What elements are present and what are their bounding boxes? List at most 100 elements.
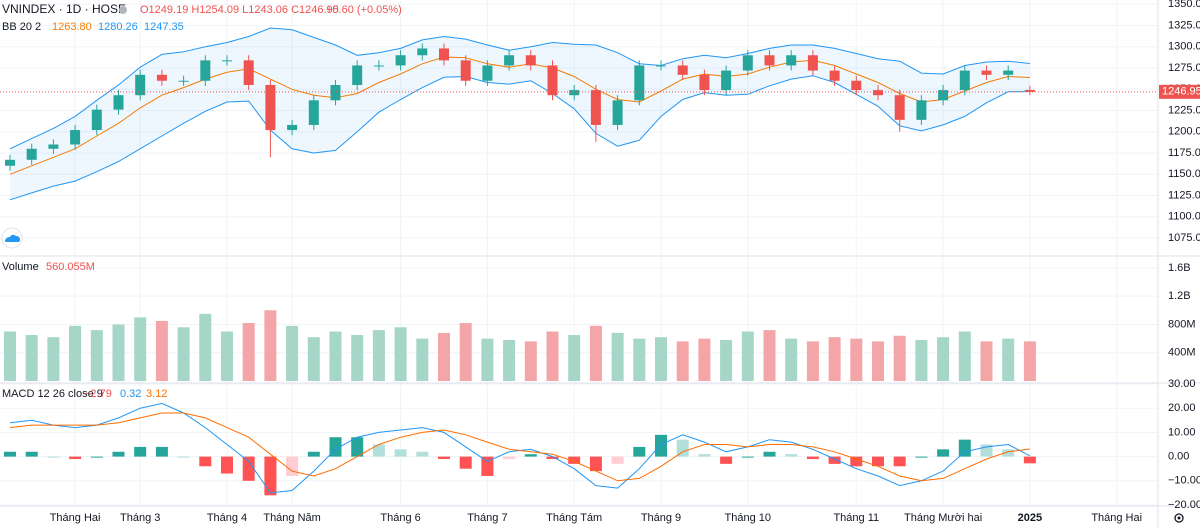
candle-body — [1024, 89, 1035, 92]
macd-hist — [69, 456, 82, 460]
status-dot — [119, 6, 127, 14]
macd-hist — [806, 456, 819, 460]
volume-bar — [69, 325, 82, 381]
candle-body — [243, 60, 254, 85]
candle-body — [265, 85, 276, 131]
volume-bar — [25, 335, 38, 381]
logo[interactable] — [1, 227, 23, 249]
indicator-value: 3.12 — [146, 388, 167, 400]
macd-hist — [4, 451, 16, 457]
candle-body — [807, 55, 818, 71]
x-tick-label: Tháng 10 — [725, 512, 771, 524]
candle-body — [330, 85, 341, 101]
candle-body — [156, 74, 167, 81]
macd-hist — [264, 456, 277, 496]
macd-hist — [351, 437, 364, 457]
y-tick-label: 1350.00 — [1168, 0, 1200, 10]
volume-bar — [741, 331, 754, 381]
macd-hist — [958, 439, 971, 457]
indicator-value: 1263.80 — [52, 21, 92, 33]
macd-hist — [1002, 449, 1015, 457]
indicator-value: 560.055M — [46, 261, 95, 273]
volume-bar — [416, 338, 429, 381]
macd-hist — [676, 439, 689, 457]
volume-bar — [698, 338, 711, 381]
volume-bar — [763, 330, 776, 381]
candle-body — [373, 65, 384, 67]
bb-middle — [9, 56, 1030, 175]
candle-body — [26, 148, 37, 160]
candle-body — [135, 74, 146, 96]
x-tick-label: Tháng 6 — [380, 512, 420, 524]
volume-bar — [90, 330, 103, 381]
candle-body — [829, 70, 840, 81]
macd-hist — [763, 451, 776, 457]
x-tick-label: Tháng 7 — [467, 512, 507, 524]
macd-hist — [47, 456, 60, 458]
candle-body — [547, 65, 558, 96]
volume-bar — [872, 341, 884, 381]
macd-hist — [503, 456, 516, 460]
macd-hist — [872, 456, 884, 467]
volume-bar — [546, 331, 559, 381]
volume-bar — [47, 337, 60, 381]
candle-body — [439, 48, 449, 61]
candle-body — [200, 60, 211, 81]
macd-hist — [416, 451, 429, 457]
macd-hist — [741, 456, 754, 458]
y-tick-label: −10.00 — [1168, 475, 1200, 487]
x-tick-label: Tháng Hai — [1091, 512, 1142, 524]
volume-bar — [4, 331, 16, 381]
macd-hist — [568, 456, 581, 464]
y-tick-label: 1075.00 — [1168, 232, 1200, 244]
volume-bar — [1023, 341, 1036, 381]
volume-bar — [676, 341, 689, 381]
candle-body — [786, 55, 797, 66]
macd-hist — [1023, 456, 1036, 464]
macd-hist — [242, 456, 255, 481]
macd-hist — [589, 456, 602, 472]
volume-bar — [893, 335, 906, 381]
indicator-value: 1280.26 — [98, 21, 138, 33]
candle-body — [352, 65, 363, 85]
indicator-label: Volume — [2, 261, 39, 273]
settings-icon[interactable] — [1174, 513, 1184, 523]
x-tick-label: Tháng 9 — [641, 512, 681, 524]
x-tick-label: Tháng Tám — [546, 512, 602, 524]
volume-bar — [264, 310, 277, 381]
volume-bar — [177, 327, 190, 381]
candle-body — [482, 65, 493, 81]
volume-bar — [155, 320, 168, 381]
macd-hist — [286, 456, 299, 476]
y-tick-label: 1100.00 — [1168, 211, 1200, 223]
macd-hist — [199, 456, 212, 467]
x-tick-label: Tháng Hai — [50, 512, 101, 524]
candle-body — [873, 90, 883, 96]
y-tick-label: 1200.00 — [1168, 126, 1200, 138]
volume-bar — [850, 338, 863, 381]
candle-body — [612, 100, 623, 125]
y-tick-label: 20.00 — [1168, 402, 1196, 414]
volume-bar — [351, 335, 364, 381]
candle-body — [981, 70, 992, 75]
y-tick-label: 30.00 — [1168, 378, 1196, 390]
volume-bar — [633, 338, 646, 381]
y-tick-label: 800M — [1168, 318, 1196, 330]
candle-body — [569, 90, 580, 96]
candle-body — [916, 100, 927, 120]
volume-bar — [806, 341, 819, 381]
y-tick-label: 1275.00 — [1168, 62, 1200, 74]
candle-body — [460, 60, 471, 81]
volume-bar — [329, 331, 342, 381]
candle-body — [91, 109, 102, 131]
candle-body — [959, 70, 970, 91]
volume-bar — [112, 324, 125, 381]
candle-body — [222, 60, 232, 62]
volume-bar — [828, 337, 841, 381]
macd-hist — [850, 456, 863, 467]
candle-body — [525, 55, 536, 66]
bb-lower — [9, 75, 1030, 201]
candle-body — [742, 55, 753, 71]
volume-bar — [372, 330, 385, 381]
